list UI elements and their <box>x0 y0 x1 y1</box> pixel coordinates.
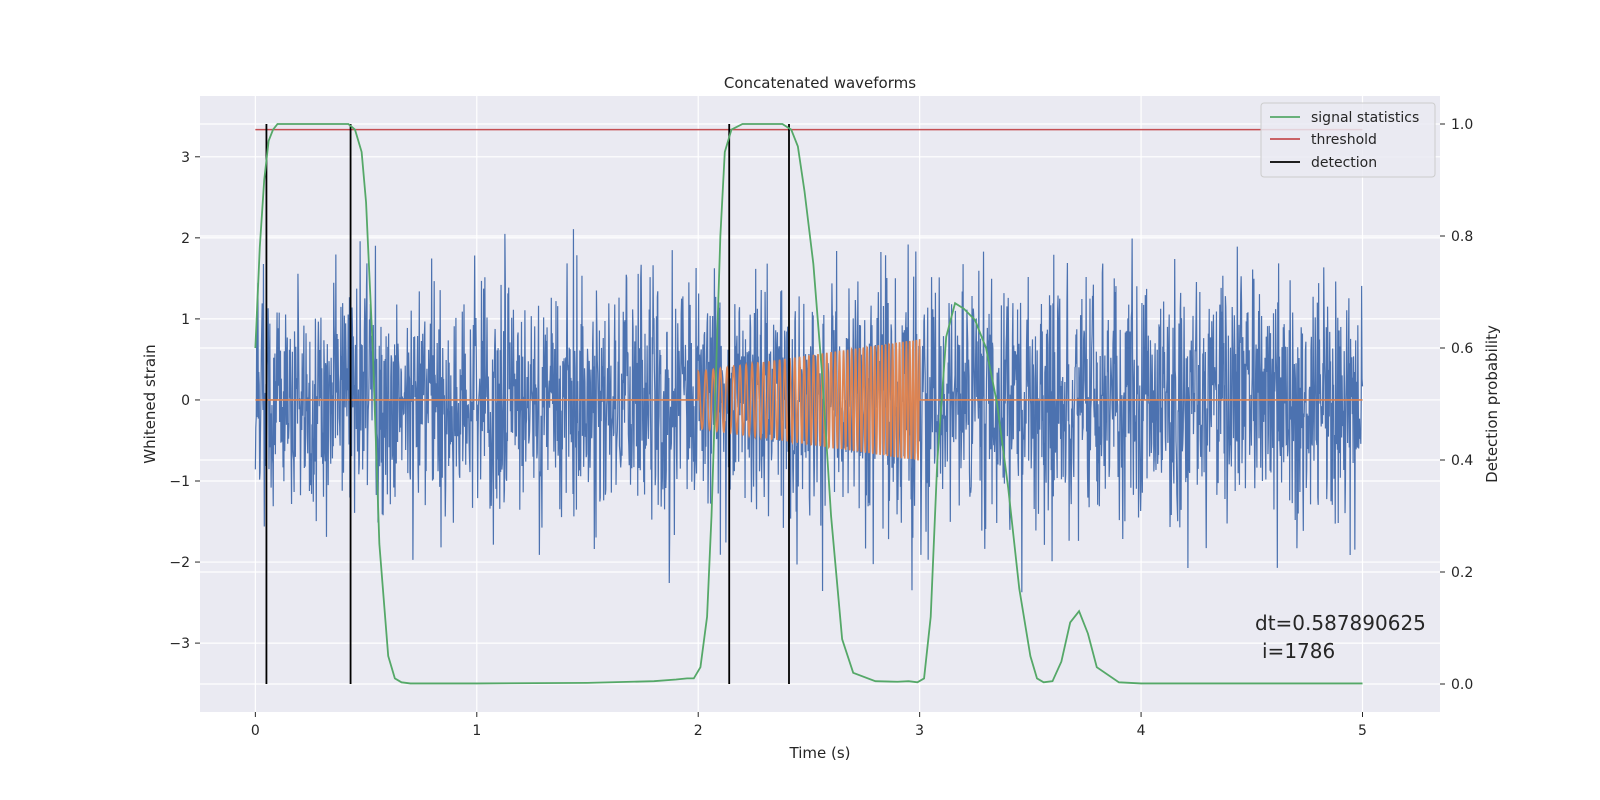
y2-tick-label: 0.4 <box>1451 453 1473 469</box>
detection-lines <box>265 124 790 684</box>
legend-label-threshold: threshold <box>1311 132 1377 148</box>
y2-tick-label: 0.8 <box>1451 229 1473 245</box>
x-tick-label: 3 <box>915 723 924 739</box>
x-axis-ticks: 0 1 2 3 4 5 <box>251 712 1367 739</box>
y2-tick-label: 1.0 <box>1451 117 1473 133</box>
annotation-dt: dt=0.587890625 <box>1255 611 1426 635</box>
y-tick-label: 3 <box>181 150 190 166</box>
x-tick-label: 4 <box>1137 723 1146 739</box>
legend: signal statistics threshold detection <box>1260 102 1436 178</box>
y-tick-label: −1 <box>169 474 190 490</box>
x-tick-label: 2 <box>694 723 703 739</box>
y2-tick-label: 0.2 <box>1451 565 1473 581</box>
legend-label-signal-statistics: signal statistics <box>1311 110 1419 126</box>
x-tick-label: 0 <box>251 723 260 739</box>
noise-series-line <box>254 229 1364 593</box>
y-axis-ticks: −3 −2 −1 0 1 2 3 <box>169 150 200 652</box>
y2-axis-ticks: 0.0 0.2 0.4 0.6 0.8 1.0 <box>1440 117 1473 693</box>
y-axis-label: Whitened strain <box>141 344 159 463</box>
y2-tick-label: 0.0 <box>1451 677 1473 693</box>
chirp-series-line <box>255 339 1363 461</box>
y-tick-label: 0 <box>181 393 190 409</box>
signal-statistics-line <box>254 123 1363 685</box>
y-tick-label: −3 <box>169 636 190 652</box>
x-tick-label: 5 <box>1358 723 1367 739</box>
plot-area <box>254 123 1364 685</box>
y2-axis-label: Detection probability <box>1483 325 1501 483</box>
y2-tick-label: 0.6 <box>1451 341 1473 357</box>
x-axis-label: Time (s) <box>789 744 851 762</box>
y-tick-label: 1 <box>181 312 190 328</box>
annotation-i: i=1786 <box>1262 639 1335 663</box>
y-tick-label: 2 <box>181 231 190 247</box>
y-tick-label: −2 <box>169 555 190 571</box>
chart-title: Concatenated waveforms <box>724 74 916 92</box>
legend-label-detection: detection <box>1311 155 1377 171</box>
x-tick-label: 1 <box>472 723 481 739</box>
legend-box <box>1260 102 1436 178</box>
